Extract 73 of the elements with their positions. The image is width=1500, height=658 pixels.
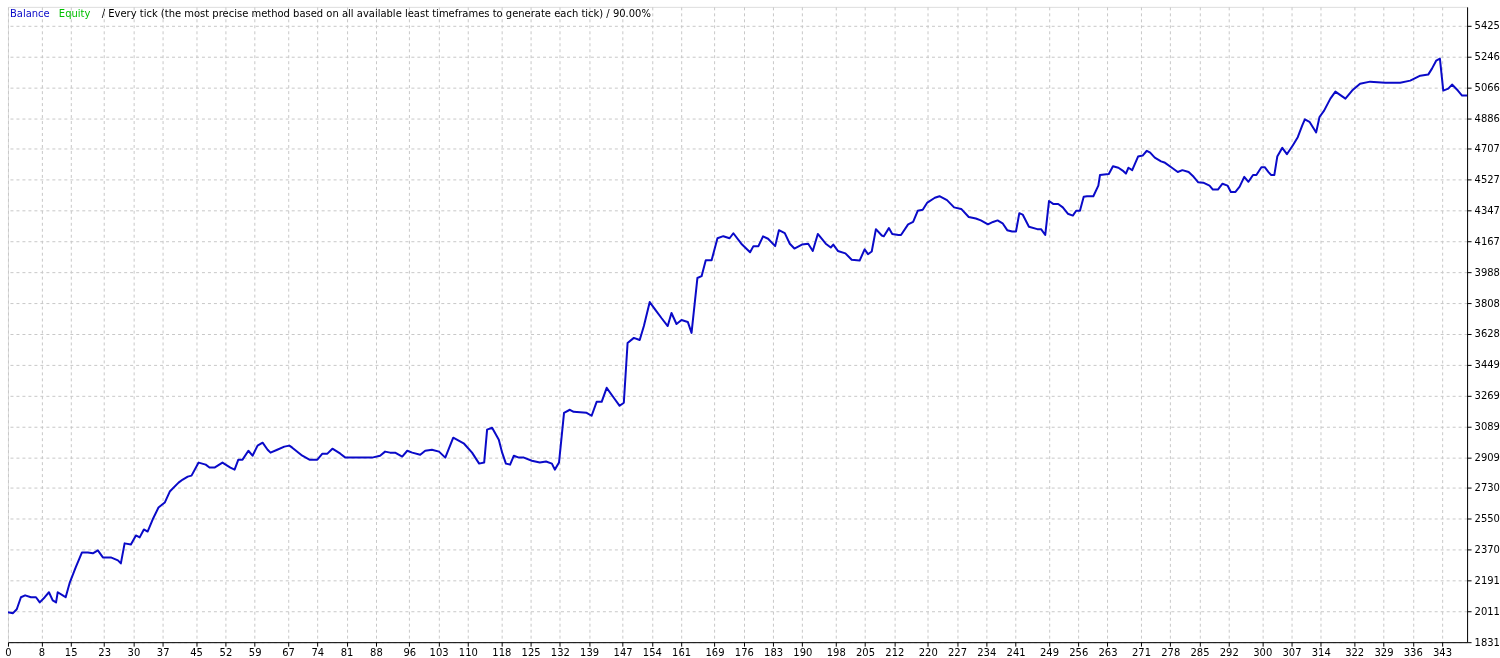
annotation: / Every tick (the most precise method based on all available least timeframes to generate each tick) / 90.00% <box>101 7 651 19</box>
x-tick-label: 329 <box>1374 646 1394 658</box>
x-tick-label: 67 <box>282 646 295 658</box>
x-tick-label: 285 <box>1190 646 1210 658</box>
x-tick-label: 176 <box>734 646 754 658</box>
legend-label: Equity <box>58 7 91 19</box>
x-tick-label: 322 <box>1345 646 1365 658</box>
line-series <box>7 57 1468 615</box>
x-tick-label: 15 <box>64 646 78 658</box>
x-tick-label: 45 <box>190 646 203 658</box>
y-tick-label: 5246 <box>1474 50 1500 62</box>
y-tick-label: 5066 <box>1474 81 1500 93</box>
text: Balance <box>9 7 50 19</box>
y-tick-label: 3269 <box>1474 390 1500 402</box>
x-tick-label: 212 <box>885 646 905 658</box>
x-tick-label: 256 <box>1069 646 1089 658</box>
x-tick-label: 52 <box>219 646 233 658</box>
y-tick-label: 4347 <box>1474 205 1500 217</box>
y-tick-label: 2011 <box>1474 605 1500 617</box>
y-tick-label: 3988 <box>1474 266 1500 278</box>
x-tick-label: 161 <box>672 646 692 658</box>
x-tick-label: 205 <box>856 646 876 658</box>
x-tick-label: 278 <box>1161 646 1181 658</box>
x-tick-label: 118 <box>492 646 512 658</box>
y-tick-label: 3808 <box>1474 297 1500 309</box>
x-tick-label: 8 <box>38 646 46 658</box>
x-tick-label: 249 <box>1039 646 1060 658</box>
x-tick-label: 81 <box>340 646 354 658</box>
x-tick-label: 183 <box>764 646 784 658</box>
x-tick-label: 227 <box>948 646 968 658</box>
x-tick-label: 343 <box>1432 646 1453 658</box>
x-tick-label: 336 <box>1403 646 1423 658</box>
y-tick-label: 1831 <box>1474 636 1500 648</box>
x-tick-label: 292 <box>1219 646 1239 658</box>
x-tick-label: 23 <box>98 646 111 658</box>
y-tick-label: 2909 <box>1474 451 1500 463</box>
y-tick-label: 3089 <box>1474 420 1500 432</box>
x-tick-label: 314 <box>1311 646 1331 658</box>
y-tick-label: 5425 <box>1474 20 1500 32</box>
x-tick-label: 74 <box>311 646 325 658</box>
y-tick-label: 3449 <box>1474 359 1500 371</box>
y-tick-label: 4167 <box>1474 235 1500 247</box>
x-tick-label: 88 <box>370 646 383 658</box>
x-tick-label: 190 <box>793 646 813 658</box>
y-tick-label: 4886 <box>1474 112 1500 124</box>
x-tick-label: 241 <box>1006 646 1026 658</box>
y-tick-label: 2191 <box>1474 574 1500 586</box>
x-tick-label: 0 <box>5 646 12 658</box>
x-tick-label: 300 <box>1253 646 1273 658</box>
x-tick-label: 132 <box>550 646 570 658</box>
x-tick-label: 234 <box>977 646 997 658</box>
x-tick-label: 220 <box>918 646 938 658</box>
x-tick-label: 110 <box>458 646 478 658</box>
x-tick-label: 96 <box>403 646 417 658</box>
x-tick-label: 307 <box>1282 646 1302 658</box>
x-tick-label: 147 <box>613 646 633 658</box>
x-tick-label: 154 <box>642 646 662 658</box>
x-tick-label: 139 <box>580 646 600 658</box>
y-tick-label: 2370 <box>1474 544 1500 556</box>
y-tick-label: 2550 <box>1474 513 1500 525</box>
y-tick-label: 2730 <box>1474 482 1500 494</box>
x-tick-label: 198 <box>826 646 846 658</box>
y-tick-label: 4527 <box>1474 174 1500 186</box>
x-tick-label: 30 <box>127 646 141 658</box>
x-tick-label: 125 <box>521 646 541 658</box>
x-tick-label: 169 <box>705 646 725 658</box>
y-tick-label: 4707 <box>1474 143 1500 155</box>
x-tick-label: 263 <box>1098 646 1118 658</box>
x-tick-label: 59 <box>248 646 262 658</box>
y-tick-label: 3628 <box>1474 328 1500 340</box>
x-tick-label: 37 <box>156 646 170 658</box>
x-tick-label: 271 <box>1131 646 1151 658</box>
x-tick-label: 103 <box>429 646 449 658</box>
